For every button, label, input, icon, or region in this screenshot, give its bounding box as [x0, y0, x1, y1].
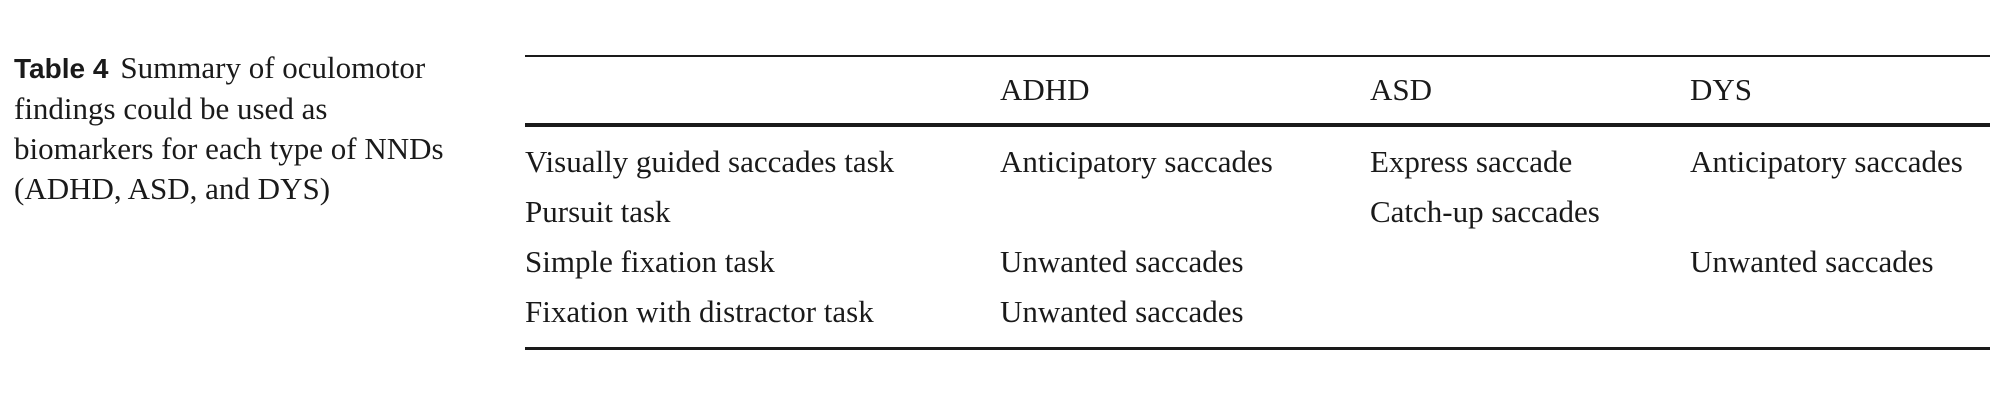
cell-task: Visually guided saccades task: [525, 144, 895, 179]
cell-asd: Catch-up saccades: [1370, 194, 1600, 229]
findings-table-container: ADHD ASD DYS Visually guided saccades ta…: [525, 55, 1990, 350]
caption-label: Table 4: [14, 53, 109, 84]
cell-task: Pursuit task: [525, 194, 671, 229]
cell-task: Fixation with distractor task: [525, 294, 874, 329]
caption-text: Summary of oculomotor findings could be …: [14, 50, 444, 206]
cell-asd: [1370, 287, 1690, 349]
cell-asd: [1370, 237, 1690, 287]
cell-adhd: [1000, 187, 1370, 237]
table-row: Pursuit task Catch-up saccades: [525, 187, 1990, 237]
header-task: [525, 56, 1000, 125]
cell-dys: Anticipatory saccades: [1690, 144, 1963, 179]
findings-table: ADHD ASD DYS Visually guided saccades ta…: [525, 55, 1990, 350]
table-row: Simple fixation task Unwanted saccades U…: [525, 237, 1990, 287]
table-row: Visually guided saccades task Anticipato…: [525, 125, 1990, 187]
cell-task: Simple fixation task: [525, 244, 775, 279]
cell-dys: [1690, 187, 1990, 237]
cell-dys: [1690, 287, 1990, 349]
cell-adhd: Unwanted saccades: [1000, 244, 1244, 279]
header-adhd: ADHD: [1000, 72, 1090, 107]
table-row: Fixation with distractor task Unwanted s…: [525, 287, 1990, 349]
cell-dys: Unwanted saccades: [1690, 244, 1934, 279]
header-asd: ASD: [1370, 72, 1433, 107]
cell-asd: Express saccade: [1370, 144, 1573, 179]
cell-adhd: Anticipatory saccades: [1000, 144, 1273, 179]
table-caption: Table 4 Summary of oculomotor findings co…: [14, 48, 454, 209]
header-dys: DYS: [1690, 72, 1753, 107]
table-header-row: ADHD ASD DYS: [525, 56, 1990, 125]
cell-adhd: Unwanted saccades: [1000, 294, 1244, 329]
